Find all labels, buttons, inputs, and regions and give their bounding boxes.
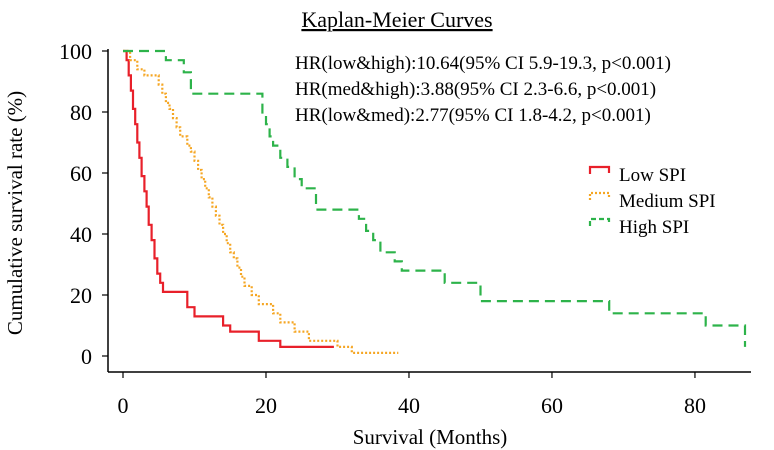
chart-legend: Low SPI Medium SPI High SPI xyxy=(588,165,716,238)
y-tick-label-0: 0 xyxy=(81,344,92,369)
series-line-low-spi xyxy=(123,49,334,348)
series-line-medium-spi xyxy=(123,49,399,354)
legend-label-low-spi: Low SPI xyxy=(619,165,686,186)
legend-label-high-spi: High SPI xyxy=(619,217,689,238)
legend-swatch-low-spi xyxy=(588,165,611,174)
x-tick-label-20: 20 xyxy=(255,393,277,418)
x-tick-label-40: 40 xyxy=(398,393,420,418)
x-tick-label-60: 60 xyxy=(541,393,563,418)
x-tick-label-0: 0 xyxy=(118,393,129,418)
legend-label-medium-spi: Medium SPI xyxy=(619,191,716,212)
y-tick-label-40: 40 xyxy=(70,222,92,247)
series-line-high-spi xyxy=(123,49,747,347)
axis-ticks: 0 20 40 60 80 0 20 40 60 80 100 xyxy=(59,39,706,418)
y-axis-title: Cumulative survival rate (%) xyxy=(3,91,27,335)
legend-swatch-high-spi xyxy=(588,217,611,226)
y-tick-label-100: 100 xyxy=(59,39,92,64)
hr-low-high-annotation: HR(low&high):10.64(95% CI 5.9-19.3, p<0.… xyxy=(295,53,671,74)
x-axis-title: Survival (Months) xyxy=(353,425,508,449)
chart-title: Kaplan-Meier Curves xyxy=(301,7,492,32)
x-tick-label-80: 80 xyxy=(684,393,706,418)
y-tick-label-20: 20 xyxy=(70,283,92,308)
hr-low-med-annotation: HR(low&med):2.77(95% CI 1.8-4.2, p<0.001… xyxy=(295,105,651,126)
y-tick-label-80: 80 xyxy=(70,100,92,125)
hr-med-high-annotation: HR(med&high):3.88(95% CI 2.3-6.6, p<0.00… xyxy=(295,79,656,100)
legend-swatch-medium-spi xyxy=(588,191,611,200)
y-tick-label-60: 60 xyxy=(70,161,92,186)
survival-curves xyxy=(123,49,747,354)
